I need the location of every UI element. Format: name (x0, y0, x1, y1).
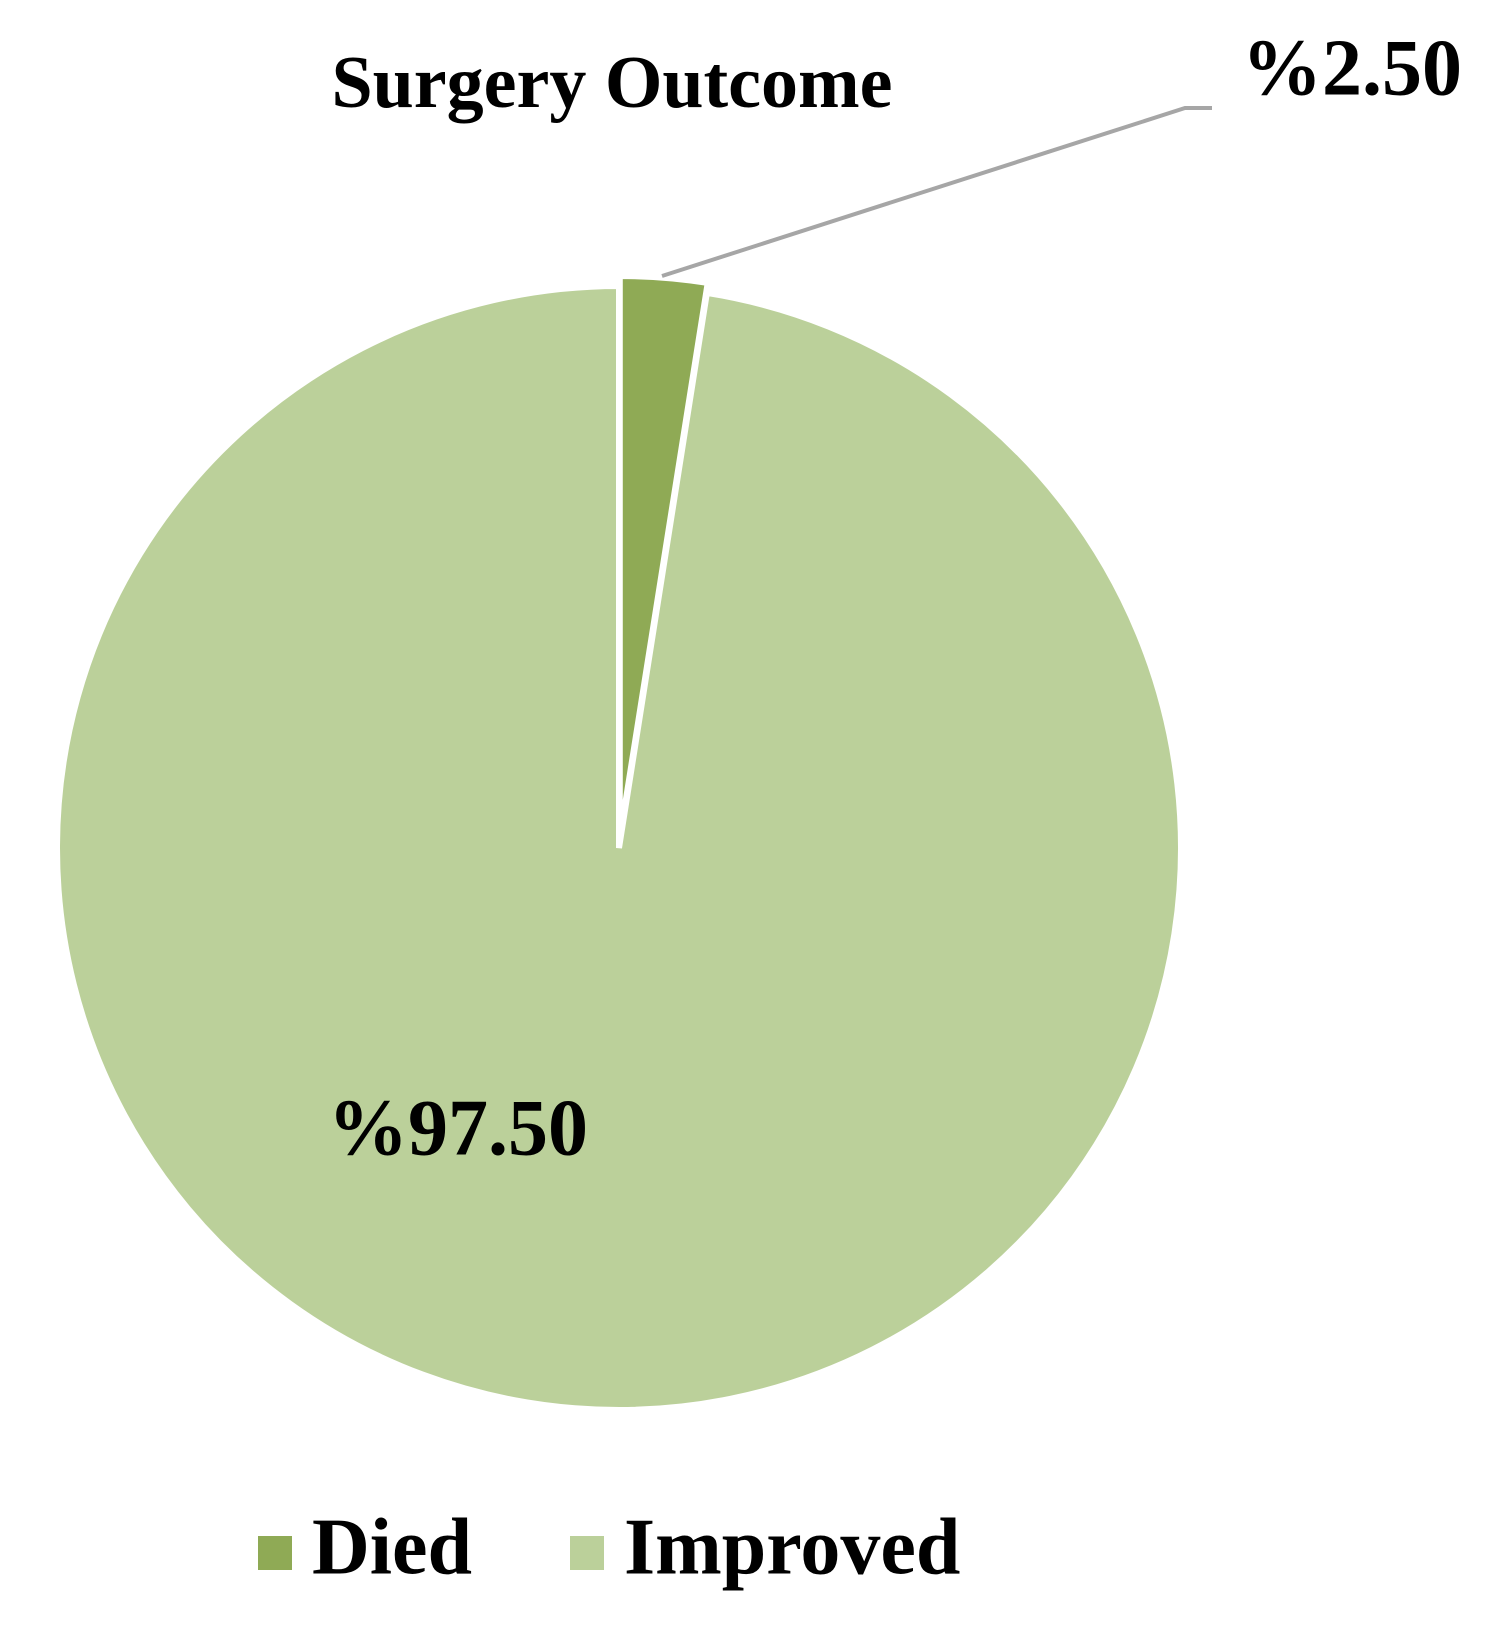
pie-slice (54, 282, 1184, 1413)
legend-label: Died (312, 1503, 472, 1591)
data-label: %97.50 (328, 1084, 588, 1172)
data-label: %2.50 (1242, 24, 1462, 112)
chart-title: Surgery Outcome (331, 42, 892, 124)
legend-label: Improved (624, 1503, 960, 1591)
leader-line (661, 106, 1212, 278)
legend-swatch (258, 1536, 292, 1570)
legend-swatch (570, 1536, 604, 1570)
